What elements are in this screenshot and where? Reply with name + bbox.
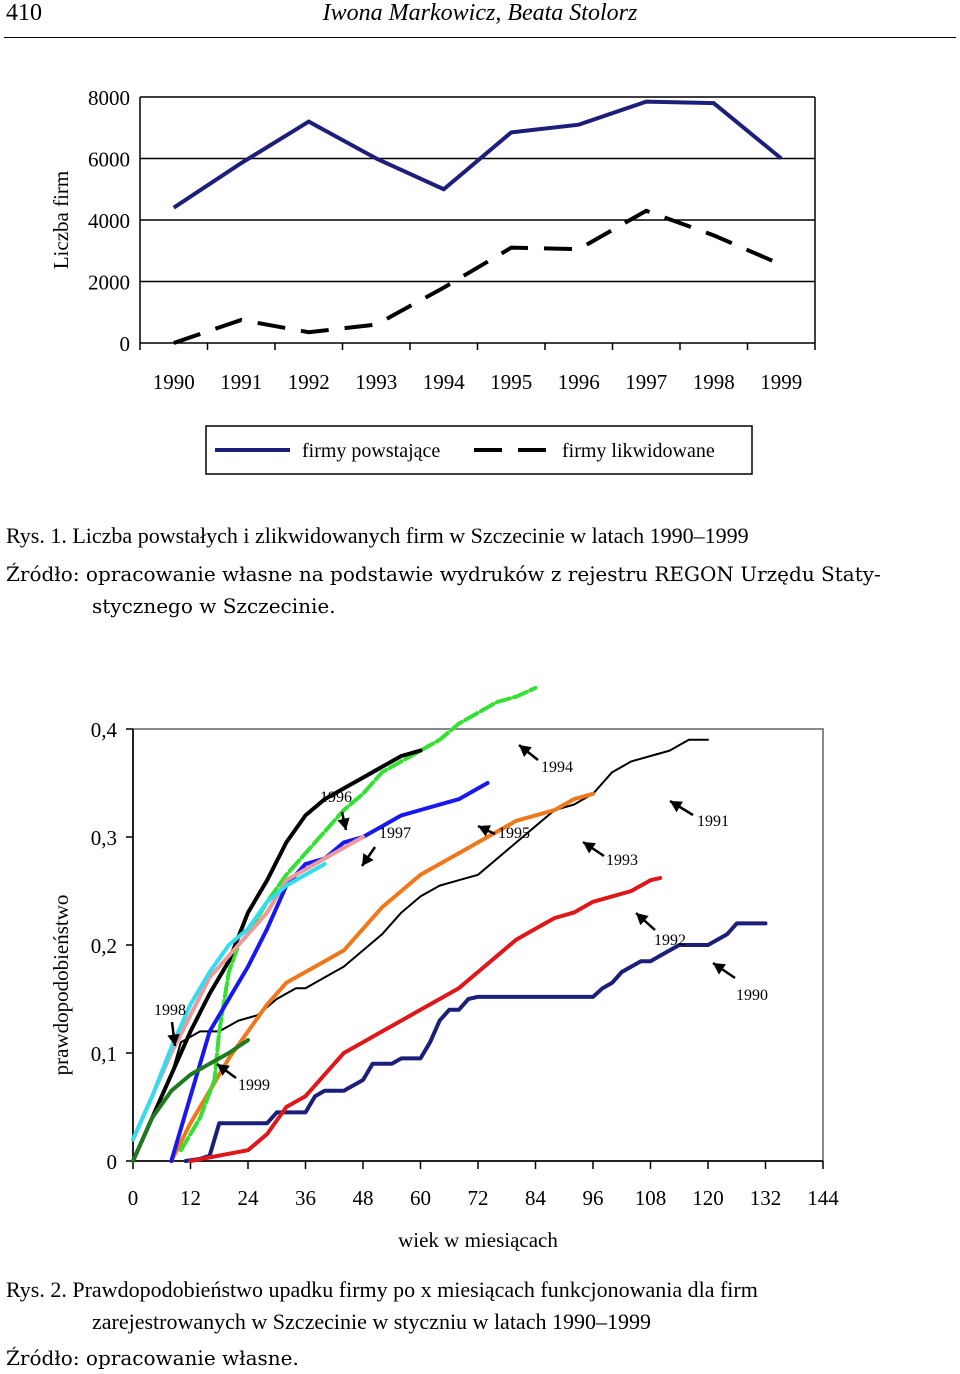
y-tick-label: 0 — [107, 1150, 118, 1174]
running-head: Iwona Markowicz, Beata Stolorz — [322, 0, 638, 26]
series-line-1993 — [169, 791, 595, 1163]
figure2-caption-line1: Rys. 2. Prawdopodobieństwo upadku firmy … — [6, 1277, 758, 1302]
series-line-1990 — [183, 921, 768, 1163]
x-tick-label: 144 — [807, 1186, 839, 1210]
y-axis-label: prawdopodobieństwo — [49, 895, 73, 1076]
y-tick-label: 8000 — [88, 86, 130, 110]
annotation-label-1996: 1996 — [320, 789, 352, 806]
x-tick-label: 1995 — [490, 370, 532, 394]
header-rule — [4, 37, 956, 38]
annotation-arrow-head-1998 — [167, 1033, 180, 1046]
annotation-label-1990: 1990 — [736, 987, 768, 1004]
annotation-arrow-head-1990 — [713, 963, 726, 975]
annotation-arrow-head-1997 — [362, 853, 374, 866]
y-tick-label: 0,2 — [91, 934, 117, 958]
x-tick-label: 1996 — [558, 370, 600, 394]
series-line-likwidowane — [173, 208, 783, 345]
x-tick-label: 84 — [525, 1186, 547, 1210]
annotation-arrow-head-1991 — [670, 801, 683, 813]
annotation-label-1991: 1991 — [697, 813, 729, 830]
series-line-1999 — [131, 1038, 250, 1163]
x-tick-label: 1990 — [153, 370, 195, 394]
annotation-arrow-head-1992 — [636, 913, 649, 926]
y-tick-label: 0,1 — [91, 1042, 117, 1066]
legend-label-likwidowane: firmy likwidowane — [562, 440, 715, 462]
figure2-source: Źródło: opracowanie własne. — [6, 1346, 299, 1370]
figure1-source-line1: Źródło: opracowanie własne na podstawie … — [6, 562, 881, 586]
series-line-1994 — [178, 685, 538, 1153]
x-tick-label: 108 — [635, 1186, 667, 1210]
y-tick-label: 0,3 — [91, 826, 117, 850]
x-tick-label: 120 — [692, 1186, 724, 1210]
x-tick-label: 0 — [128, 1186, 139, 1210]
annotation-label-1994: 1994 — [541, 759, 573, 776]
series-line-1992 — [188, 876, 663, 1163]
y-axis-label: Liczba firm — [49, 171, 73, 270]
y-tick-label: 0,4 — [91, 718, 118, 742]
annotation-arrow-head-1995 — [478, 825, 491, 837]
legend-label-powstajace: firmy powstające — [302, 440, 440, 462]
x-tick-label: 36 — [295, 1186, 316, 1210]
page-number: 410 — [6, 0, 42, 26]
series-line-powstajace — [172, 99, 783, 210]
annotation-arrow-head-1996 — [337, 817, 350, 830]
y-tick-label: 6000 — [88, 148, 130, 172]
annotation-label-1998: 1998 — [154, 1002, 186, 1019]
y-tick-label: 0 — [120, 332, 131, 356]
annotation-label-1992: 1992 — [654, 932, 686, 949]
chart1: 0 2000 4000 6000 8000 1990 1991 1992 1993 1994 199… — [49, 86, 816, 475]
series-line-1991 — [132, 738, 709, 1162]
x-tick-label: 1997 — [625, 370, 667, 394]
x-tick-label: 48 — [353, 1186, 374, 1210]
x-axis-label: wiek w miesiącach — [398, 1228, 558, 1252]
page-header: 410 Iwona Markowicz, Beata Stolorz — [0, 0, 960, 40]
series-line-1996 — [131, 748, 423, 1163]
series-line-1995 — [169, 781, 490, 1163]
x-tick-label: 1999 — [760, 370, 802, 394]
x-tick-label: 72 — [468, 1186, 489, 1210]
annotation-label-1999: 1999 — [238, 1077, 270, 1094]
x-tick-label: 60 — [410, 1186, 431, 1210]
annotation-arrow-head-1993 — [583, 842, 596, 854]
x-tick-label: 1998 — [693, 370, 735, 394]
x-tick-label: 1991 — [220, 370, 262, 394]
x-tick-label: 96 — [583, 1186, 604, 1210]
y-tick-label: 4000 — [88, 209, 130, 233]
annotation-label-1993: 1993 — [606, 852, 638, 869]
annotation-arrow-head-1994 — [519, 745, 532, 757]
x-tick-label: 12 — [180, 1186, 201, 1210]
figure2-caption-line2: zarejestrowanych w Szczecinie w styczniu… — [92, 1309, 651, 1334]
figure1-caption: Rys. 1. Liczba powstałych i zlikwidowany… — [6, 523, 749, 548]
annotation-arrow-head-1999 — [217, 1064, 230, 1076]
x-tick-label: 1993 — [355, 370, 397, 394]
x-tick-label: 132 — [750, 1186, 782, 1210]
series-line-1998 — [131, 862, 327, 1142]
annotation-label-1995: 1995 — [498, 825, 530, 842]
annotation-label-1997: 1997 — [379, 825, 411, 842]
y-tick-label: 2000 — [88, 271, 130, 295]
chart2: 0 0,1 0,2 0,3 0,4 0 12 24 36 48 60 72 84 96 108 120 132 1… — [49, 685, 839, 1252]
x-tick-label: 24 — [238, 1186, 260, 1210]
x-tick-label: 1994 — [423, 370, 466, 394]
x-tick-label: 1992 — [288, 370, 330, 394]
figure1-source-line2: stycznego w Szczecinie. — [92, 594, 336, 618]
